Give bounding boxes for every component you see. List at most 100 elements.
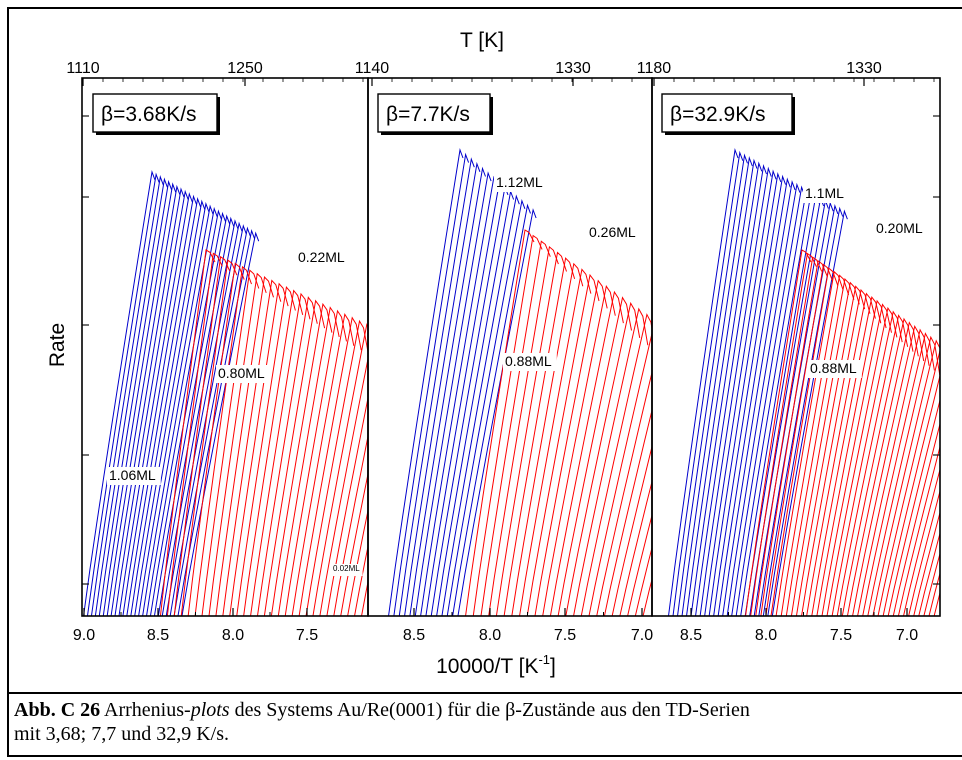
blue-curve	[717, 177, 791, 616]
red-curve	[159, 249, 216, 616]
red-curve	[347, 508, 368, 616]
red-curve	[826, 306, 898, 616]
red-curve	[831, 310, 903, 616]
annotation-bg	[107, 467, 161, 485]
top-axis-title: T [K]	[460, 29, 504, 52]
red-curve	[284, 309, 347, 616]
red-curve	[180, 259, 238, 616]
blue-curve	[393, 152, 470, 616]
red-curve	[821, 303, 892, 616]
red-curve	[166, 252, 223, 616]
blue-curve	[106, 184, 181, 616]
red-curve	[918, 531, 940, 616]
red-curve	[846, 321, 919, 616]
blue-curve	[690, 161, 763, 616]
red-curve	[892, 421, 940, 616]
x-tick-label: 8.0	[222, 627, 244, 644]
blue-curve	[677, 153, 748, 616]
red-curve	[229, 282, 289, 616]
red-curve	[755, 256, 823, 616]
red-curve	[263, 299, 326, 616]
red-curve	[841, 317, 914, 616]
red-curve	[634, 545, 652, 616]
red-curve	[340, 471, 368, 616]
red-curve	[627, 513, 652, 616]
caption-text-1: Arrhenius-	[100, 699, 191, 721]
blue-curve	[704, 169, 777, 616]
red-curve	[503, 257, 576, 616]
y-axis-title: Rate	[46, 323, 69, 367]
x-tick-label: 8.5	[680, 627, 702, 644]
red-curve	[354, 544, 368, 616]
blue-curve	[153, 214, 231, 616]
blue-curve	[134, 201, 210, 616]
red-curve	[785, 278, 855, 616]
panel-3-curves	[668, 148, 940, 616]
blue-curve	[165, 221, 243, 616]
red-curve	[173, 255, 231, 616]
red-curve	[619, 479, 652, 616]
blue-curve	[398, 157, 475, 616]
blue-curve	[430, 185, 509, 616]
blue-curve	[753, 198, 829, 616]
red-curve	[557, 296, 632, 616]
panel-2-curves	[388, 148, 652, 616]
annotation-bg	[216, 365, 270, 383]
top-tick-label: 1140	[355, 60, 390, 77]
blue-curve	[130, 199, 206, 616]
top-tick-label: 1330	[555, 60, 591, 77]
red-curve	[603, 408, 652, 616]
x-tick-label: 8.0	[755, 627, 777, 644]
red-curve	[312, 323, 368, 616]
x-tick-label: 8.0	[479, 627, 501, 644]
caption-label: Abb. C 26	[14, 699, 101, 721]
red-curve	[291, 312, 355, 616]
blue-curve	[404, 161, 481, 616]
red-curve	[765, 263, 833, 616]
red-curve	[596, 370, 652, 616]
panel-3: 8.5 8.0 7.5 7.0 1180 1330 β=32.9K/s 1.1ML 0.88ML…	[637, 60, 941, 644]
red-curve	[519, 268, 592, 616]
red-curve	[862, 332, 935, 616]
blue-curve	[726, 182, 801, 616]
red-curve	[867, 335, 940, 616]
blue-curve	[446, 198, 526, 616]
coverage-annotation: 1.06ML	[109, 467, 156, 483]
red-curve	[472, 234, 543, 616]
red-curve	[780, 274, 850, 616]
red-curve	[488, 245, 559, 616]
red-curve	[795, 285, 866, 616]
red-curve	[887, 398, 940, 616]
blue-curve	[409, 166, 486, 616]
blue-curve	[713, 174, 787, 616]
annotation-bg	[587, 224, 641, 242]
x-tick-label: 7.5	[554, 627, 576, 644]
blue-curve	[722, 179, 796, 616]
blue-curve	[118, 192, 193, 616]
red-curve	[836, 314, 909, 616]
annotation-bg	[803, 185, 849, 203]
label-box	[661, 93, 793, 133]
red-curve	[806, 292, 876, 616]
blue-curve	[181, 231, 260, 616]
coverage-annotation: 0.02ML	[333, 564, 360, 573]
top-tick-label: 1180	[637, 60, 672, 77]
coverage-annotation: 0.80ML	[218, 365, 265, 381]
red-curve	[236, 286, 296, 616]
blue-curve	[767, 206, 844, 616]
red-curve	[565, 301, 641, 616]
blue-curve	[388, 148, 464, 616]
red-curve	[534, 279, 608, 616]
panel-label: β=3.68K/s	[101, 103, 197, 126]
x-tick-label: 7.0	[896, 627, 918, 644]
red-curve	[872, 339, 940, 616]
caption-rule	[7, 692, 962, 694]
annotation-bg	[808, 360, 862, 378]
red-curve	[770, 267, 839, 616]
red-curve	[913, 510, 940, 616]
panels: 9.0 8.5 8.0 7.5 1110 1250 β=3.68K/s 1.06ML 0.80M…	[66, 60, 941, 644]
red-curve	[908, 489, 940, 616]
blue-curve	[686, 158, 758, 616]
red-curve	[256, 296, 318, 616]
red-curve	[573, 307, 649, 616]
